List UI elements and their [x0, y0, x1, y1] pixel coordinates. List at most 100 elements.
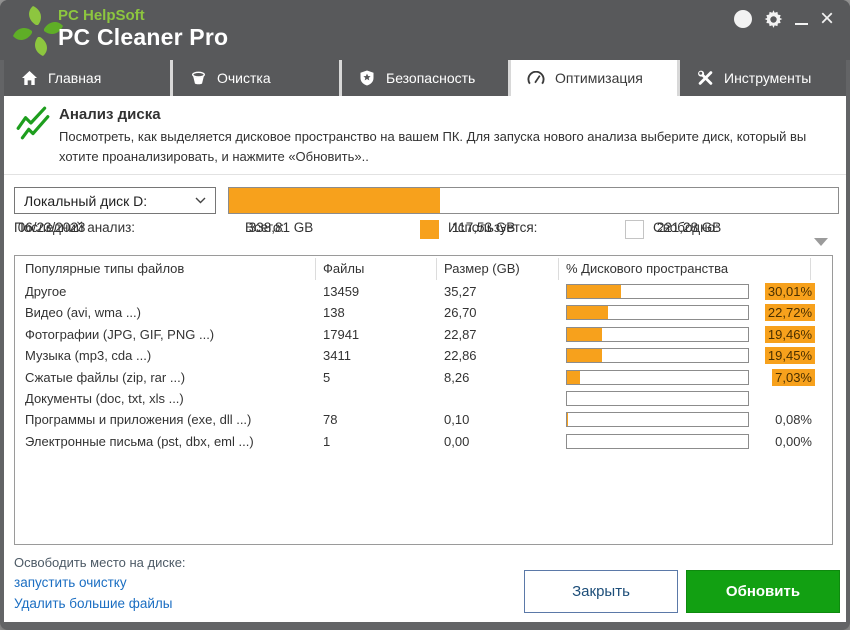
bucket-icon — [189, 70, 207, 86]
table-row[interactable]: Другое 13459 35,27 30,01% — [15, 282, 832, 303]
used-swatch — [420, 220, 439, 239]
pc-helpsoft-logo-icon — [13, 6, 63, 56]
minimize-icon[interactable] — [794, 13, 808, 25]
free-space-heading: Освободить место на диске: — [14, 555, 186, 570]
table-row[interactable]: Программы и приложения (exe, dll ...) 78 0… — [15, 410, 832, 431]
delete-large-files-link[interactable]: Удалить большие файлы — [14, 596, 173, 611]
table-row[interactable]: Сжатые файлы (zip, rar ...) 5 8,26 7,03% — [15, 368, 832, 389]
file-size: 35,27 — [444, 284, 477, 299]
file-type-label: Документы (doc, txt, xls ...) — [25, 390, 184, 406]
usage-percent: 0,08% — [775, 412, 812, 428]
file-count: 5 — [323, 369, 331, 385]
col-header-files: Файлы — [323, 261, 365, 276]
usage-bar — [566, 284, 749, 299]
file-type-label: Электронные письма (pst, dbx, eml ...) — [25, 433, 254, 449]
disk-usage-fill — [229, 188, 441, 213]
usage-percent: 19,45% — [753, 347, 815, 365]
table-row[interactable]: Музыка (mp3, cda ...) 3411 22,86 19,45% — [15, 346, 832, 367]
last-analysis: Последний анализ: 06/23/2023 — [14, 220, 136, 235]
usage-percent: 22,72% — [753, 304, 815, 322]
brand-block: PC HelpSoft PC Cleaner Pro — [58, 7, 229, 50]
tab-cleaning[interactable]: Очистка — [173, 60, 339, 96]
file-size: 22,86 — [444, 348, 477, 364]
tab-label: Инструменты — [724, 70, 812, 86]
usage-percent: 0,00% — [775, 433, 812, 449]
file-type-label: Музыка (mp3, cda ...) — [25, 348, 152, 364]
disk-select-dropdown[interactable]: Локальный диск D: — [14, 187, 216, 214]
run-cleanup-link[interactable]: запустить очистку — [14, 575, 127, 590]
tools-icon — [696, 70, 714, 86]
tab-label: Очистка — [217, 70, 271, 86]
refresh-button[interactable]: Обновить — [686, 570, 840, 613]
usage-bar — [566, 369, 749, 385]
tab-home[interactable]: Главная — [4, 60, 170, 96]
free-swatch — [625, 220, 644, 239]
file-types-table: Популярные типы файлов Файлы Размер (GB)… — [14, 255, 833, 545]
title-bar: PC HelpSoft PC Cleaner Pro ? × — [0, 0, 850, 60]
file-type-label: Фотографии (JPG, GIF, PNG ...) — [25, 326, 215, 342]
close-button[interactable]: Закрыть — [524, 570, 678, 613]
usage-percent: 30,01% — [753, 283, 815, 300]
file-count: 78 — [323, 412, 338, 428]
tab-label: Главная — [48, 70, 102, 86]
file-count: 13459 — [323, 284, 360, 299]
file-size: 0,00 — [444, 433, 470, 449]
product-name: PC Cleaner Pro — [58, 23, 229, 50]
tab-security[interactable]: Безопасность — [342, 60, 508, 96]
disk-select-value: Локальный диск D: — [24, 192, 148, 209]
file-size: 22,87 — [444, 326, 477, 342]
page-title: Анализ диска — [59, 106, 161, 123]
shield-icon — [358, 70, 376, 86]
main-content: Анализ диска Посмотреть, как выделяется … — [4, 96, 846, 622]
table-header: Популярные типы файлов Файлы Размер (GB)… — [15, 256, 832, 282]
home-icon — [20, 70, 38, 86]
total-size: Всего: 338,81 GB — [245, 220, 314, 235]
file-count: 3411 — [323, 348, 351, 364]
disk-summary-row: Последний анализ: 06/23/2023 Всего: 338,… — [4, 220, 846, 240]
file-size: 0,10 — [444, 412, 470, 428]
table-row[interactable]: Фотографии (JPG, GIF, PNG ...) 17941 22,87… — [15, 325, 832, 346]
help-icon[interactable]: ? — [733, 10, 752, 28]
tab-label: Оптимизация — [555, 70, 643, 86]
usage-bar — [566, 305, 749, 321]
free-size: Свободно: 221,28 GB — [653, 220, 722, 235]
company-name: PC HelpSoft — [58, 7, 145, 24]
file-type-label: Сжатые файлы (zip, rar ...) — [25, 369, 186, 385]
usage-percent: 7,03% — [753, 368, 815, 386]
close-icon[interactable]: × — [819, 5, 834, 32]
table-row[interactable]: Видео (avi, wma ...) 138 26,70 22,72% — [15, 303, 832, 324]
file-count: 138 — [323, 305, 345, 321]
usage-bar — [566, 348, 749, 364]
section-header: Анализ диска Посмотреть, как выделяется … — [4, 96, 846, 175]
scroll-down-arrow-icon[interactable] — [814, 238, 828, 246]
usage-bar — [566, 390, 749, 406]
chevron-down-icon — [195, 197, 206, 204]
file-type-label: Видео (avi, wma ...) — [25, 305, 141, 321]
page-description: Посмотреть, как выделяется дисковое прос… — [59, 129, 807, 164]
col-header-types: Популярные типы файлов — [25, 261, 185, 276]
file-table-rows: Другое 13459 35,27 30,01% Видео (avi, wma ..… — [15, 282, 832, 453]
usage-bar — [566, 326, 749, 342]
file-type-label: Программы и приложения (exe, dll ...) — [25, 412, 252, 428]
tab-optimization[interactable]: Оптимизация — [511, 60, 677, 96]
table-row[interactable]: Электронные письма (pst, dbx, eml ...) 1 0… — [15, 432, 832, 453]
tab-label: Безопасность — [386, 70, 476, 86]
col-header-pct: % Дискового пространства — [566, 261, 729, 276]
tab-bar: Главная Очистка Безопасность — [4, 60, 846, 96]
gauge-icon — [527, 70, 545, 86]
usage-percent: 19,46% — [753, 325, 815, 343]
file-size: 26,70 — [444, 305, 477, 321]
usage-bar — [566, 412, 749, 428]
tab-tools[interactable]: Инструменты — [680, 60, 846, 96]
disk-usage-bar — [228, 187, 839, 214]
settings-gear-icon[interactable] — [764, 9, 783, 29]
file-size: 8,26 — [444, 369, 470, 385]
file-count: 17941 — [323, 326, 360, 342]
col-header-size: Размер (GB) — [444, 261, 520, 276]
window-controls: ? × — [733, 5, 834, 32]
file-type-label: Другое — [25, 284, 67, 299]
usage-bar — [566, 433, 749, 449]
disk-analysis-icon — [16, 106, 50, 140]
table-row[interactable]: Документы (doc, txt, xls ...) — [15, 389, 832, 410]
